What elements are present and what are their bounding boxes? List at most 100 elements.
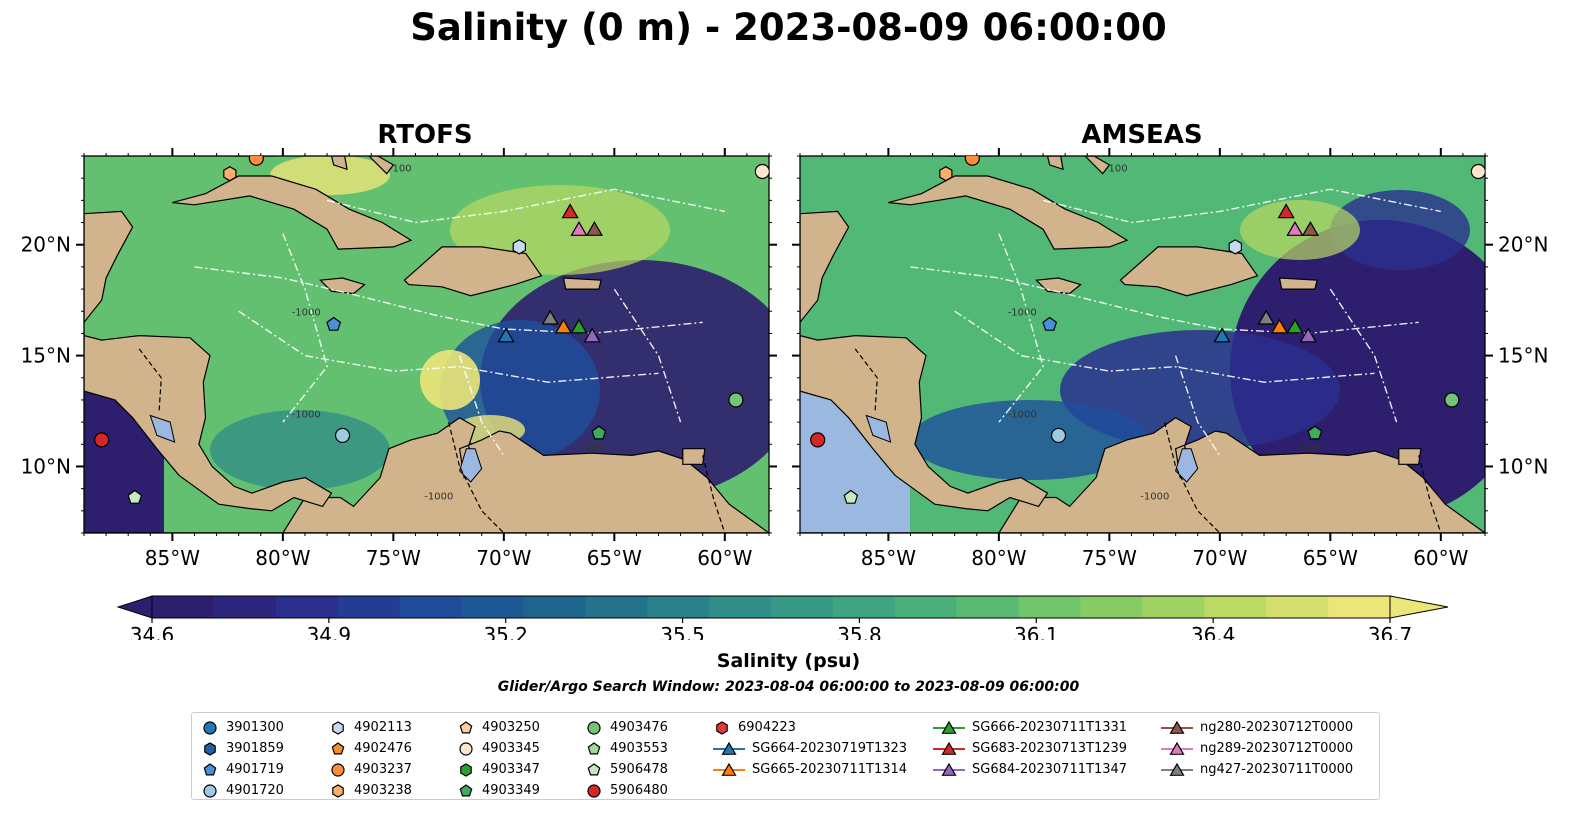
amseas-marker-SG666-20230711T1331 <box>1286 318 1304 334</box>
legend-label: 4902476 <box>354 741 412 756</box>
amseas-markers <box>810 156 1485 504</box>
legend-label: 4903553 <box>610 741 668 756</box>
rtofs-lon-tick-label: 85°W <box>145 546 200 570</box>
legend-marker-icon <box>331 741 345 754</box>
rtofs-boundary-line <box>238 310 659 383</box>
legend-marker-icon <box>203 762 217 775</box>
rtofs-boundary-line <box>282 233 328 423</box>
rtofs-land: -100 -1000 -100 -1000 -1000 <box>84 156 769 533</box>
amseas-lon-tick-label: 65°W <box>1303 546 1358 570</box>
legend-label: 4903345 <box>482 741 540 756</box>
rtofs-marker-ng280-20230712T0000 <box>585 220 604 236</box>
amseas-marker-SG684-20230711T1347 <box>1299 327 1317 343</box>
rtofs-boundary-line <box>458 355 505 456</box>
legend-item: 5906478 <box>584 759 668 780</box>
legend-marker-icon <box>331 762 345 777</box>
legend-item: 3901859 <box>200 738 284 759</box>
rtofs-landmass-yucatan <box>84 210 134 324</box>
colorbar-frame <box>151 595 1391 619</box>
colorbar-max-extend <box>1389 595 1449 619</box>
legend-item: 4903347 <box>456 759 540 780</box>
legend-label: 5906478 <box>610 762 668 777</box>
legend-marker-ng427-20230711T0000 <box>1169 762 1185 776</box>
colorbar-segment <box>213 596 277 618</box>
colorbar-tick-label: 35.8 <box>837 623 882 640</box>
legend-marker-ng289-20230712T0000 <box>1169 741 1185 755</box>
colorbar-tick-label: 35.2 <box>483 623 528 640</box>
legend-marker-icon <box>587 783 601 798</box>
legend-label: 3901300 <box>226 720 284 735</box>
legend-label: 4901719 <box>226 762 284 777</box>
amseas-landmass-puertorico <box>1278 277 1318 290</box>
rtofs-markers <box>94 156 769 504</box>
legend-marker-icon <box>713 762 745 776</box>
legend-marker-4901720 <box>203 783 217 798</box>
legend-label: ng427-20230711T0000 <box>1200 762 1354 777</box>
colorbar-min-extend <box>116 595 153 619</box>
legend-marker-icon <box>204 741 216 756</box>
legend-item: ng280-20230712T0000 <box>1160 717 1353 738</box>
amseas-landmass-cuba <box>888 175 1129 250</box>
legend-marker-4903349 <box>459 783 473 796</box>
legend-marker-icon <box>713 741 745 755</box>
axis-ticks: 85°W 80°W 75°W 70°W 65°W 60°W 10°N 15°N 20°N 85°W… <box>21 148 1548 570</box>
rtofs-marker-4901720 <box>334 427 351 444</box>
amseas-marker-SG683-20230713T1239 <box>1277 203 1295 219</box>
rtofs-lat-tick-label: 10°N <box>21 454 71 478</box>
rtofs-marker-5906480 <box>94 432 110 448</box>
rtofs-lon-tick-label: 60°W <box>697 546 752 570</box>
colorbar-segment <box>523 596 586 618</box>
rtofs-marker-4903238 <box>223 166 237 182</box>
colorbar-tick-label: 35.5 <box>660 623 705 640</box>
legend-marker-icon <box>1161 741 1193 755</box>
legend-label: 4903347 <box>482 762 540 777</box>
rtofs-boundary-line <box>326 188 725 224</box>
colorbar-segment <box>337 596 401 618</box>
amseas-landmass-centralAmerica <box>800 334 1049 512</box>
legend-marker-icon <box>459 720 473 733</box>
legend-item: 4903476 <box>584 717 668 738</box>
rtofs-marker-4903349 <box>591 425 607 440</box>
colorbar-tick-label: 36.1 <box>1014 623 1059 640</box>
legend-label: SG666-20230711T1331 <box>972 720 1128 735</box>
legend-marker-icon <box>459 741 473 756</box>
legend-marker-4903250 <box>459 720 473 733</box>
rtofs-marker-4903476 <box>728 392 744 408</box>
amseas-lon-tick-label: 85°W <box>861 546 916 570</box>
rtofs-contour-label: -1000 <box>292 308 321 319</box>
colorbar-segment <box>1018 596 1082 618</box>
amseas-lon-tick-label: 60°W <box>1413 546 1468 570</box>
amseas-contour-label: -1000 <box>1140 492 1169 503</box>
colorbar-segment <box>647 596 710 618</box>
legend-marker-4903553 <box>587 741 601 754</box>
amseas-contour-label: -100 <box>1297 443 1320 454</box>
legend-label: ng280-20230712T0000 <box>1200 720 1354 735</box>
amseas-marker-ng280-20230712T0000 <box>1301 220 1320 236</box>
colorbar-segment <box>771 596 834 618</box>
colorbar-segment <box>894 596 958 618</box>
legend-label: SG684-20230711T1347 <box>972 762 1128 777</box>
rtofs-lake-nicaragua <box>149 414 176 443</box>
rtofs-lat-tick-label: 20°N <box>21 233 71 257</box>
colorbar-segment <box>1142 596 1205 618</box>
amseas-lat-tick-label: 10°N <box>1498 454 1548 478</box>
colorbar-segment <box>956 596 1020 618</box>
amseas-marker-SG665-20230711T1314 <box>1270 318 1289 334</box>
legend-marker-5906480 <box>587 783 601 798</box>
legend-label: SG664-20230719T1323 <box>752 741 908 756</box>
legend-item: 5906480 <box>584 780 668 801</box>
amseas-landmass-yucatan <box>800 210 850 324</box>
amseas-marker-4903345 <box>1470 163 1485 180</box>
legend-item: SG664-20230719T1323 <box>712 738 907 759</box>
amseas-marker-4903237 <box>964 156 980 166</box>
amseas-landmass-florida <box>949 156 992 157</box>
legend-label: 4903237 <box>354 762 412 777</box>
amseas-lat-tick-label: 20°N <box>1498 233 1548 257</box>
rtofs-marker-ng289-20230712T0000 <box>570 220 588 236</box>
legend-item: 4903345 <box>456 738 540 759</box>
legend-marker-icon <box>332 720 344 735</box>
figure-title: Salinity (0 m) - 2023-08-09 06:00:00 <box>410 6 1167 49</box>
legend-marker-4903237 <box>331 762 345 777</box>
legend-marker-icon <box>587 720 601 735</box>
legend-marker-4903345 <box>459 741 473 756</box>
